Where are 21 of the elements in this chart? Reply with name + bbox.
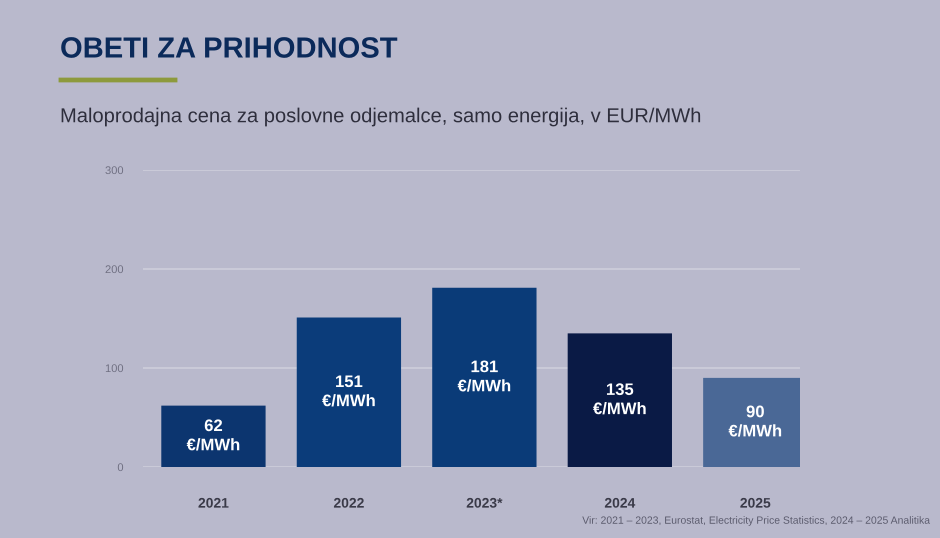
y-tick-label: 100: [106, 364, 124, 372]
data-label: 90 €/MWh: [728, 406, 782, 437]
data-label: 135 €/MWh: [593, 383, 646, 414]
chart-title: OBETI ZA PRIHODNOST: [61, 37, 398, 58]
bar: [161, 406, 266, 467]
x-tick-label: 2021: [198, 498, 229, 508]
x-tick-label: 2022: [334, 498, 364, 508]
bar: [568, 333, 672, 467]
data-label: 62 €/MWh: [186, 419, 240, 451]
bar: [296, 318, 402, 467]
text: Vir: 2021 – 2023, Eurostat, Electricity Price Statistics, 2024 – 2025 Analitika: [582, 516, 930, 526]
bar: [432, 288, 537, 467]
chart-subtitle: Maloprodajna cena za poslovne odjemalce, samo energija, v EUR/MWh: [62, 108, 700, 126]
y-tick-label: 300: [105, 166, 124, 174]
y-tick-label: 200: [106, 265, 124, 274]
data-label: 181 €/MWh: [458, 360, 510, 392]
data-label: 151 €/MWh: [322, 376, 375, 406]
y-tick-label: 0: [118, 463, 124, 472]
x-tick-label: 2024: [604, 498, 636, 508]
x-tick-label: 2025: [740, 498, 770, 508]
x-tick-label: 2023*: [466, 498, 503, 508]
